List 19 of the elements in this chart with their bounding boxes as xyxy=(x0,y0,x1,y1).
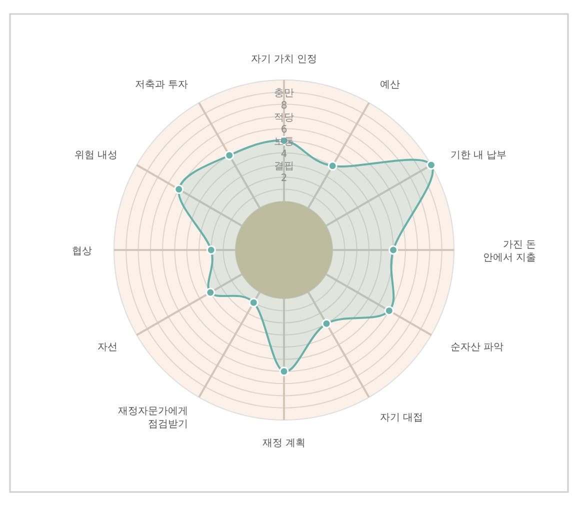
y-tick-label: 충만 xyxy=(274,88,294,100)
spoke-label: 협상 xyxy=(72,246,92,257)
y-tick-label: 4 xyxy=(280,148,288,160)
spoke-label: 재정 계획 xyxy=(262,438,306,449)
spoke-label: 자기 대접 xyxy=(380,412,424,424)
spoke-label: 자기 가치 인정 xyxy=(250,54,318,65)
spoke-label: 순자산 파악 xyxy=(450,342,504,353)
spoke-label: 자선 xyxy=(98,342,118,353)
spoke-label: 재정자문가에게 점검받기 xyxy=(118,406,188,430)
y-tick-label: 6 xyxy=(280,124,288,136)
y-tick-label: 결핍 xyxy=(274,161,294,172)
spoke-label: 예산 xyxy=(380,80,400,91)
y-tick-label: 적당 xyxy=(274,112,294,124)
spoke-label: 저축과 투자 xyxy=(134,80,188,91)
spoke-label: 위험 내성 xyxy=(74,150,118,161)
y-tick-label: 8 xyxy=(280,100,288,112)
y-tick-label: 2 xyxy=(280,173,288,184)
spoke-label: 가진 돈 안에서 지출 xyxy=(482,240,536,264)
spoke-label: 기한 내 납부 xyxy=(450,150,507,161)
